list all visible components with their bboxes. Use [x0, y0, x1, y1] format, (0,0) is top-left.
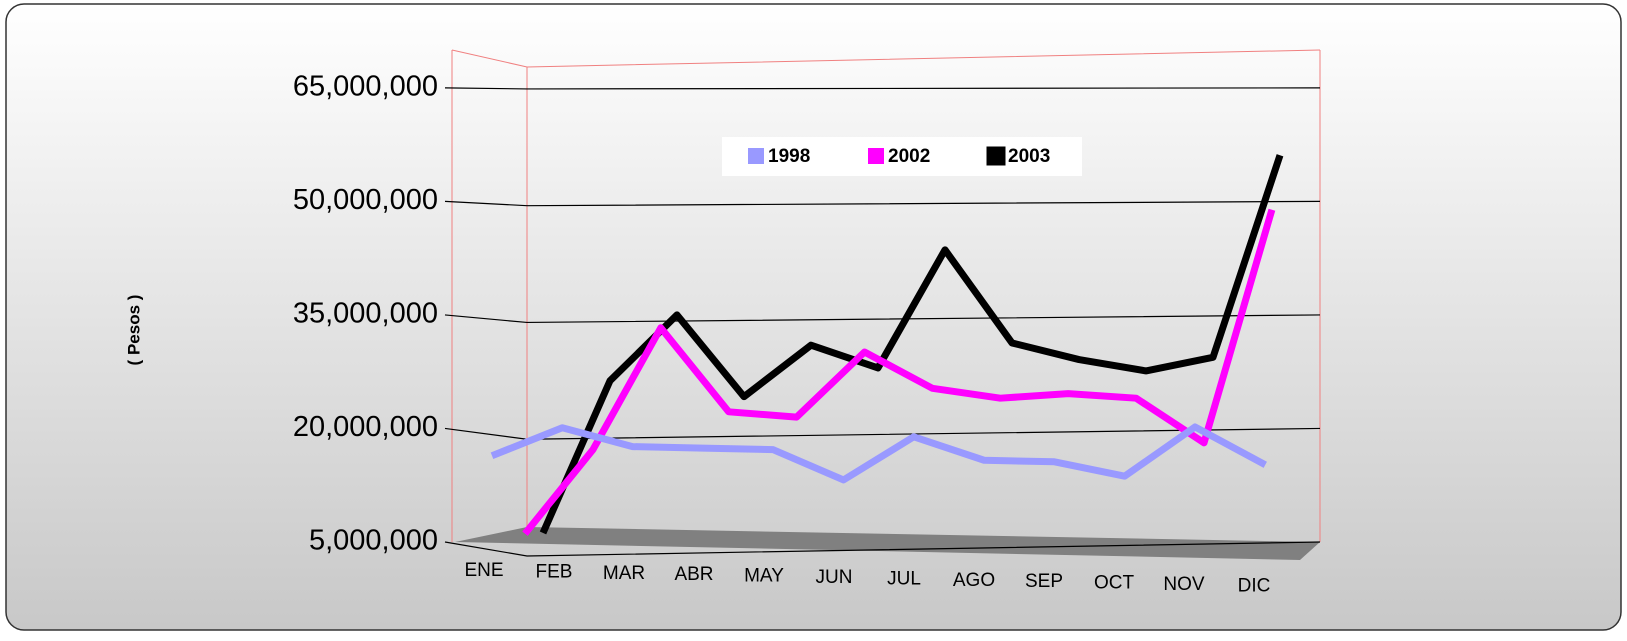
grid-line — [444, 314, 1321, 324]
legend-swatch — [748, 148, 764, 164]
x-tick-label: MAR — [603, 563, 645, 584]
legend-label: 2002 — [888, 146, 930, 167]
x-tick-label: FEB — [536, 561, 573, 582]
series-line — [490, 423, 1267, 484]
series-line — [522, 208, 1276, 536]
x-tick-label: JUN — [816, 567, 853, 588]
y-tick-label: 20,000,000 — [293, 411, 438, 443]
y-tick-label: 65,000,000 — [293, 71, 438, 103]
y-tick-label: 35,000,000 — [293, 298, 438, 330]
legend-swatch — [986, 146, 1006, 166]
grid-line — [444, 541, 1321, 557]
legend-swatch — [868, 148, 884, 164]
x-tick-label: SEP — [1025, 571, 1063, 592]
y-tick-label: 50,000,000 — [293, 184, 438, 216]
legend-label: 2003 — [1008, 146, 1050, 167]
series-line — [539, 154, 1284, 535]
floor — [455, 527, 1320, 560]
x-tick-label: ABR — [674, 564, 713, 585]
x-tick-label: JUL — [887, 568, 921, 589]
grid-line — [444, 200, 1321, 207]
x-tick-label: ENE — [464, 560, 503, 581]
y-tick-label: 5,000,000 — [309, 525, 438, 557]
grid-line — [444, 87, 1321, 90]
x-tick-label: OCT — [1094, 573, 1135, 594]
x-tick-label: MAY — [744, 566, 784, 587]
x-tick-label: AGO — [953, 570, 995, 591]
x-tick-label: DIC — [1238, 575, 1271, 596]
chart-frame — [5, 3, 1622, 631]
y-axis-label: ( Pesos ) — [124, 295, 143, 366]
legend-label: 1998 — [768, 146, 810, 167]
x-tick-label: NOV — [1163, 574, 1205, 595]
legend — [722, 137, 1082, 176]
